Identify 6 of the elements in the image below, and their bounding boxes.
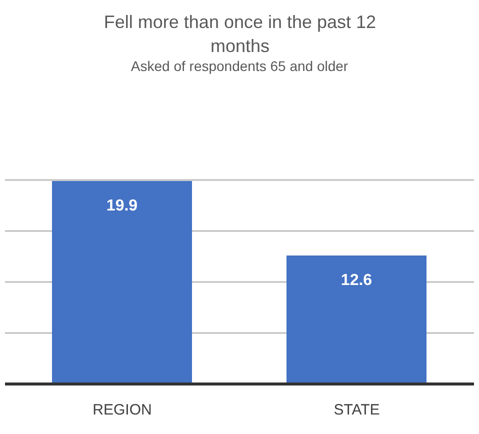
x-tick-label: REGION (92, 402, 152, 419)
data-label: 12.6 (340, 272, 372, 289)
chart-title: Fell more than once in the past 12 months (102, 11, 378, 58)
chart-subtitle: Asked of respondents 65 and older (130, 58, 350, 74)
x-tick-label: STATE (334, 402, 380, 419)
data-label: 19.9 (106, 197, 138, 214)
